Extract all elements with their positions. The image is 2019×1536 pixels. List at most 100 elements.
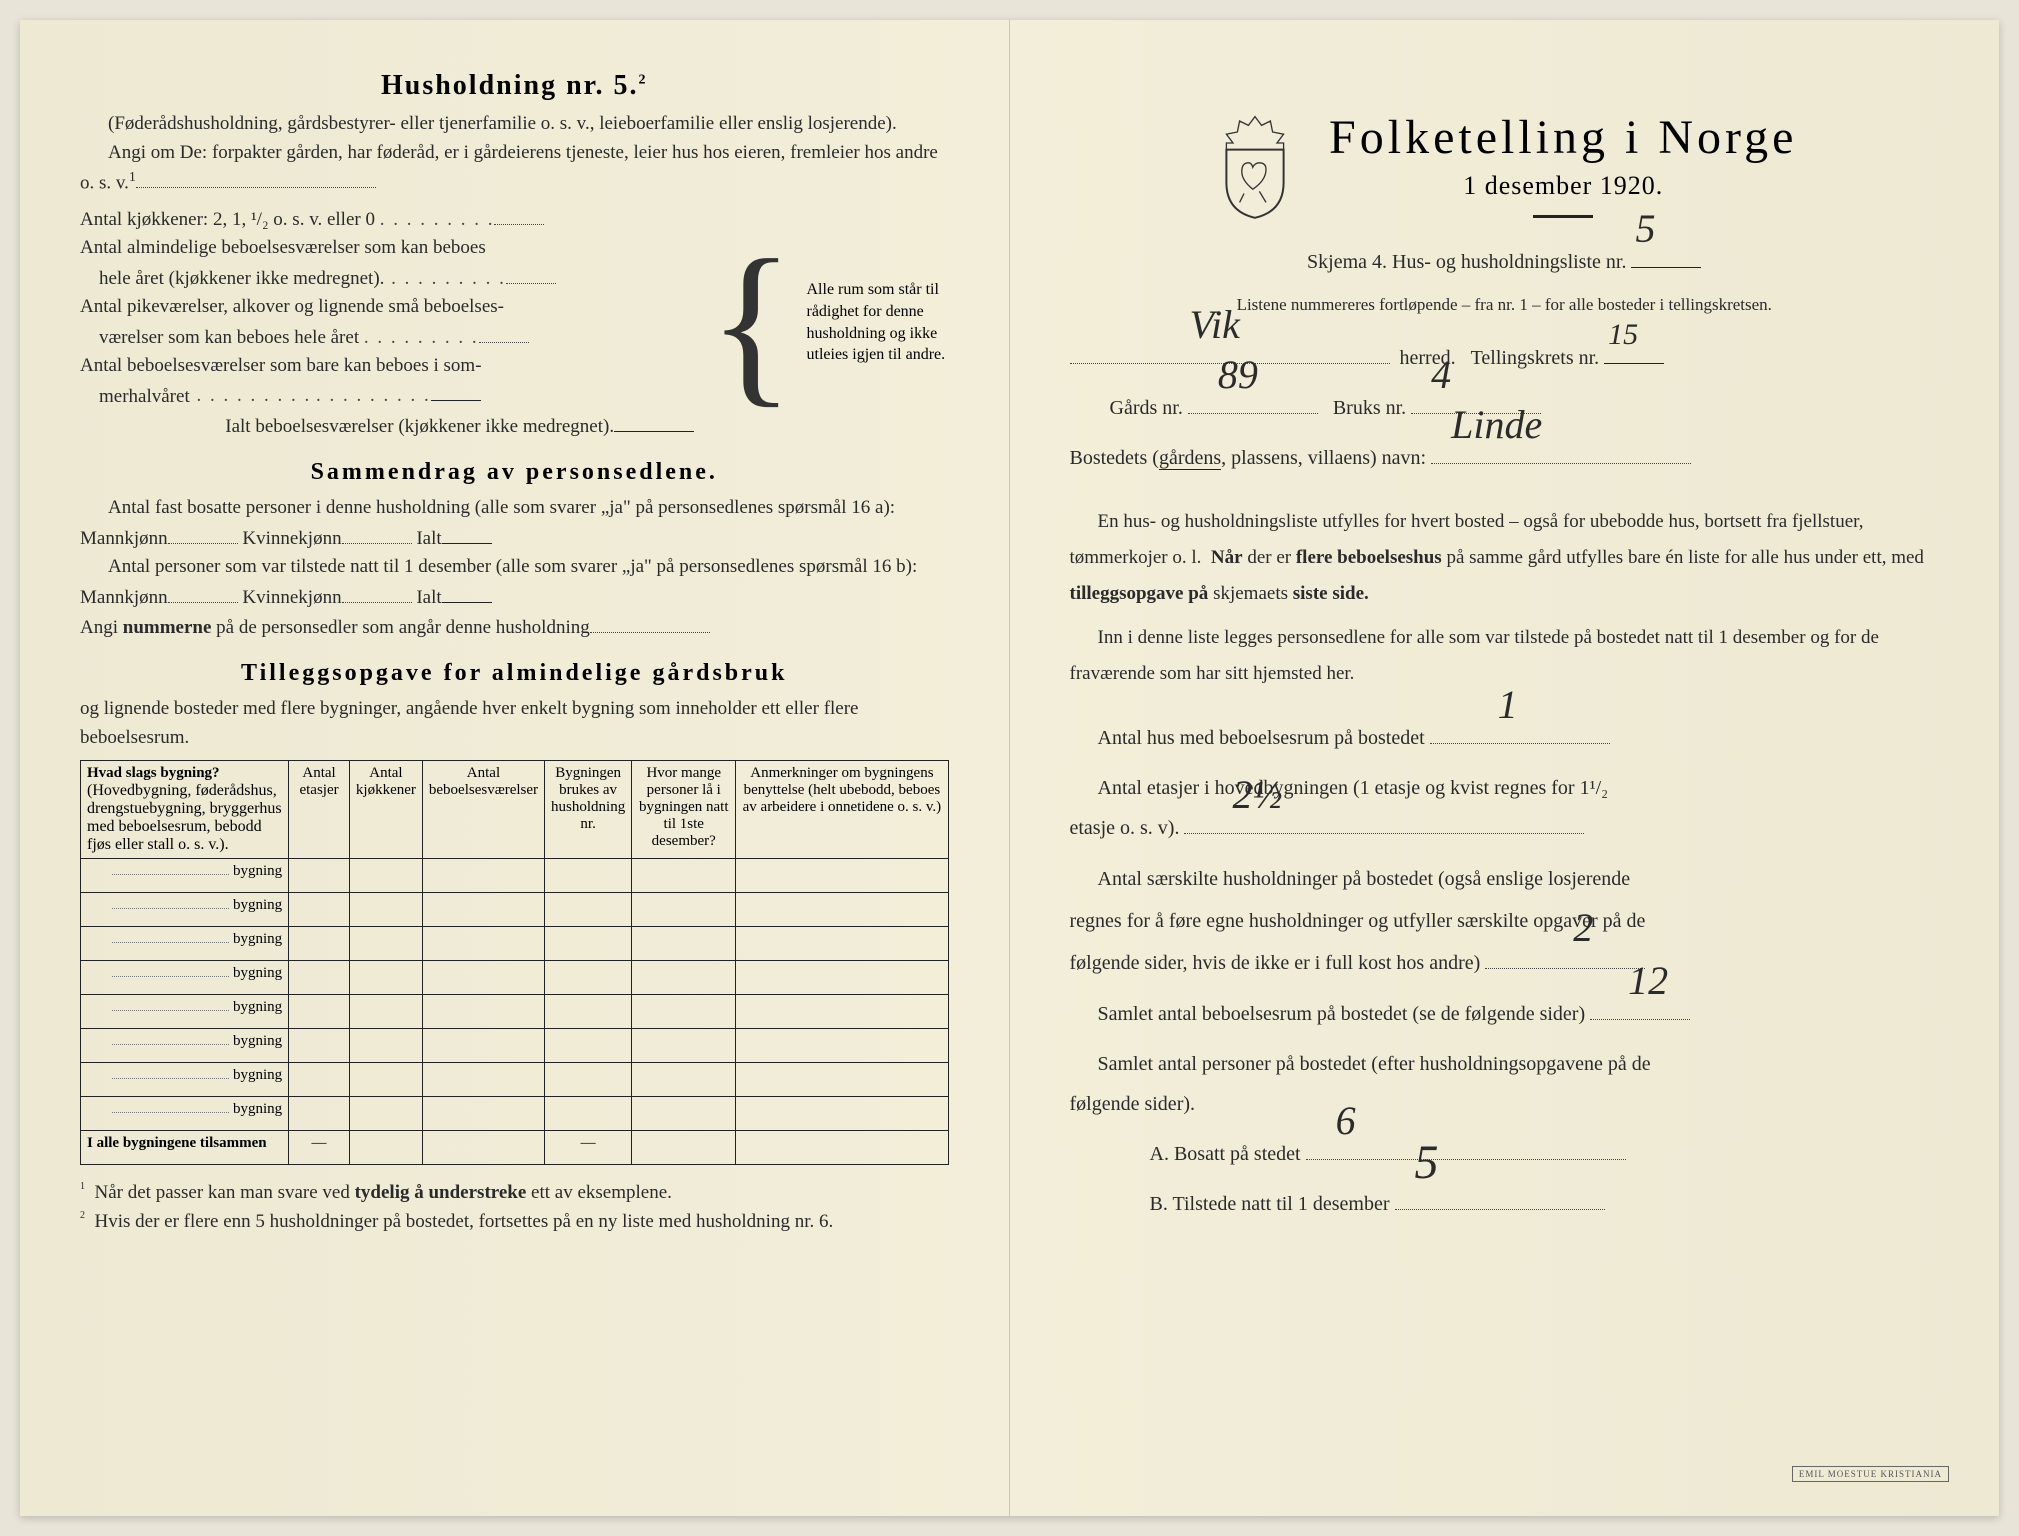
title-date: 1 desember 1920. [1329, 171, 1797, 201]
val-bruks: 4 [1431, 335, 1451, 415]
title-rule [1533, 215, 1593, 218]
dots [190, 385, 312, 406]
q-A: A. Bosatt på stedet 6 [1070, 1134, 1940, 1174]
val-bosted: Linde [1451, 385, 1542, 465]
q-A-lbl: A. Bosatt på stedet [1150, 1143, 1301, 1165]
th-anm: Anmerkninger om bygningens benyttelse (h… [736, 761, 948, 859]
q-etasjer-2: etasje o. s. v). [1070, 817, 1180, 839]
th-personer: Hvor mange personer lå i bygningen natt … [632, 761, 736, 859]
left-page: Husholdning nr. 5.2 (Føderådshusholdning… [20, 20, 1010, 1516]
q-B: B. Tilstede natt til 1 desember 5 [1070, 1184, 1940, 1224]
tillegg-sub: og lignende bosteder med flere bygninger… [80, 695, 949, 752]
row-label: bygning [233, 965, 282, 981]
th-bygning: Hvad slags bygning? (Hovedbygning, føder… [81, 761, 289, 859]
table-row-total: I alle bygningene tilsammen—— [81, 1131, 949, 1165]
q-hushold: Antal særskilte husholdninger på bostede… [1070, 858, 1940, 984]
line-pike: Antal pikeværelser, alkover og lignende … [80, 293, 704, 352]
heading-sammendrag: Sammendrag av personsedlene. [80, 459, 949, 486]
samm-1b-text: Antal personer som var tilstede natt til… [108, 556, 917, 577]
lbl-kvinne: Kvinnekjønn [242, 528, 341, 549]
th-beboelse: Antal beboelsesværelser [422, 761, 544, 859]
right-page: Folketelling i Norge 1 desember 1920. Sk… [1010, 20, 2000, 1516]
lbl-ialt2: Ialt [416, 587, 441, 608]
lbl-gards: Gårds nr. [1110, 397, 1183, 419]
table-row: bygning [81, 893, 949, 927]
bold1: flere beboelseshus [1296, 547, 1442, 568]
line-pike-1: Antal pikeværelser, alkover og lignende … [80, 296, 504, 317]
lbl-mann: Mannkjønn [80, 528, 168, 549]
val-antalhus: 1 [1470, 665, 1518, 745]
blank-angi [136, 167, 376, 188]
dots [364, 327, 479, 348]
blank [442, 582, 492, 603]
val-gards: 89 [1218, 335, 1258, 415]
line-pike-2: værelser som kan beboes hele året [99, 327, 359, 348]
printer-mark: EMIL MOESTUE KRISTIANIA [1792, 1466, 1949, 1482]
brace-right-text: Alle rum som står til rådighet for denne… [799, 204, 949, 441]
line-ialt-text: Ialt beboelsesværelser (kjøkkener ikke m… [225, 416, 614, 437]
line-alm-2: hele året (kjøkkener ikke medregnet). [99, 268, 384, 289]
heading-household: Husholdning nr. 5.2 [80, 70, 949, 102]
row-label: bygning [233, 999, 282, 1015]
footnotes: 1 Når det passer kan man svare ved tydel… [80, 1179, 949, 1236]
heading-tillegg: Tilleggsopgave for almindelige gårdsbruk [80, 660, 949, 687]
q-antalhus-lbl: Antal hus med beboelsesrum på bostedet [1098, 727, 1425, 749]
field-gards: 89 [1188, 392, 1318, 414]
q-samlet-pers-2: følgende sider). [1070, 1093, 1196, 1115]
field-antalhus: 1 [1430, 722, 1610, 744]
q-etasjer: Antal etasjer i hovedbygningen (1 etasje… [1070, 768, 1940, 848]
val-A: 6 [1336, 1081, 1356, 1161]
brace-symbol: { [704, 242, 798, 404]
row-total-label: I alle bygningene tilsammen [81, 1131, 289, 1165]
q-samlet-rum: Samlet antal beboelsesrum på bostedet (s… [1070, 994, 1940, 1034]
th-brukes: Bygningen brukes av husholdning nr. [545, 761, 632, 859]
blank [168, 582, 238, 603]
val-krets: 15 [1608, 305, 1638, 365]
q-samlet-rum-lbl: Samlet antal beboelsesrum på bostedet (s… [1098, 1003, 1586, 1025]
dots [380, 209, 495, 230]
line-sommer-2: merhalvåret [99, 385, 190, 406]
title-row: Folketelling i Norge 1 desember 1920. [1070, 110, 1940, 232]
q-hushold-3: følgende sider, hvis de ikke er i full k… [1070, 952, 1481, 974]
line-kjokkener: Antal kjøkkener: 2, 1, ¹/₂ o. s. v. elle… [80, 204, 704, 234]
val-etasjer: 2½ [1204, 755, 1282, 835]
blank [494, 204, 544, 225]
val-hushold: 2 [1545, 886, 1593, 970]
th-bygning-sub: (Hovedbygning, føderådshus, drengstuebyg… [87, 782, 282, 853]
row-label: bygning [233, 863, 282, 879]
samm-line-b: Antal personer som var tilstede natt til… [80, 553, 949, 612]
val-B: 5 [1415, 1115, 1439, 1211]
document-spread: Husholdning nr. 5.2 (Føderådshusholdning… [20, 20, 1999, 1516]
blank [506, 263, 556, 284]
samm-nummer: Angi nummerne på de personsedler som ang… [80, 612, 949, 642]
para-instructions-1: En hus- og husholdningsliste utfylles fo… [1070, 504, 1940, 612]
para-household-types: (Føderådshusholdning, gårdsbestyrer- ell… [80, 110, 949, 139]
table-row: bygning [81, 1097, 949, 1131]
bosted-line: Bostedets (gårdens, plassens, villaens) … [1070, 438, 1940, 478]
table-body: bygning bygning bygning bygning bygning … [81, 859, 949, 1165]
table-row: bygning [81, 1029, 949, 1063]
field-krets: 15 [1604, 342, 1664, 364]
val-skjema: 5 [1635, 189, 1655, 269]
brace-block: Antal kjøkkener: 2, 1, ¹/₂ o. s. v. elle… [80, 204, 949, 441]
para-angi-sup: 1 [129, 170, 136, 185]
row-label: bygning [233, 1067, 282, 1083]
footnote-2-text: Hvis der er flere enn 5 husholdninger på… [95, 1211, 834, 1232]
line-sommer: Antal beboelsesværelser som bare kan beb… [80, 352, 704, 411]
heading-household-text: Husholdning nr. 5. [381, 70, 639, 101]
q-samlet-pers-1: Samlet antal personer på bostedet (efter… [1098, 1053, 1651, 1075]
th-etasjer: Antal etasjer [289, 761, 350, 859]
field-A: 6 [1306, 1138, 1626, 1160]
line-kjokkener-text: Antal kjøkkener: 2, 1, ¹/₂ o. s. v. elle… [80, 209, 375, 230]
th-bygning-title: Hvad slags bygning? [87, 765, 220, 781]
para-angi: Angi om De: forpakter gården, har føderå… [80, 139, 949, 198]
samm-line-a: Antal fast bosatte personer i denne hush… [80, 494, 949, 553]
skjema-line: Skjema 4. Hus- og husholdningsliste nr. … [1070, 242, 1940, 282]
row-label: bygning [233, 897, 282, 913]
line-alm-1: Antal almindelige beboelsesværelser som … [80, 237, 486, 258]
q-B-lbl: B. Tilstede natt til 1 desember [1150, 1193, 1390, 1215]
blank [342, 582, 412, 603]
building-table: Hvad slags bygning? (Hovedbygning, føder… [80, 760, 949, 1165]
row-label: bygning [233, 931, 282, 947]
lbl-kvinne2: Kvinnekjønn [242, 587, 341, 608]
